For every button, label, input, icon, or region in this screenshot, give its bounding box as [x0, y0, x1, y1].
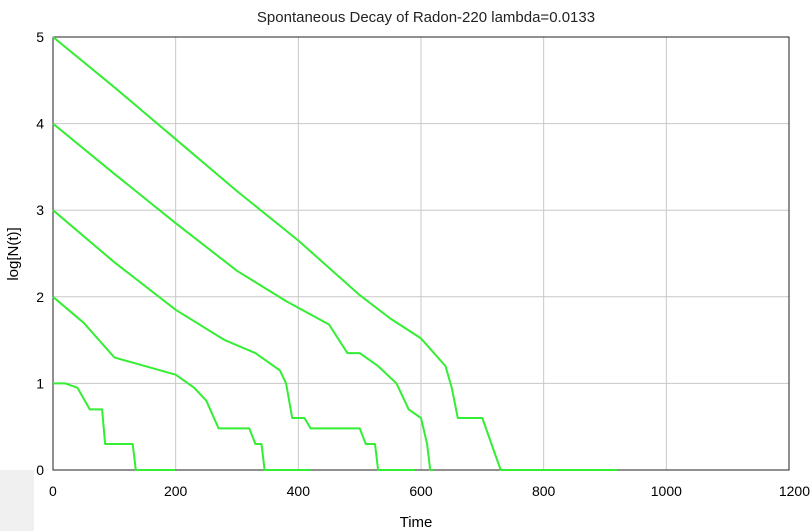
x-tick-label: 600 [409, 483, 433, 499]
y-tick-label: 4 [36, 116, 44, 132]
decay-series-line [52, 296, 311, 471]
grid-lines [52, 36, 790, 471]
plot-frame [52, 36, 790, 471]
background-strip [0, 470, 34, 531]
x-tick-label: 1200 [779, 483, 810, 499]
x-tick-labels: 0 200 400 600 800 1000 1200 [49, 483, 810, 499]
x-tick-label: 0 [49, 483, 57, 499]
x-axis-title: Time [400, 514, 433, 531]
y-tick-labels: 0 1 2 3 4 5 [36, 29, 44, 478]
y-tick-label: 2 [36, 289, 44, 305]
x-tick-label: 800 [532, 483, 556, 499]
x-tick-label: 1000 [651, 483, 682, 499]
y-tick-label: 3 [36, 202, 44, 218]
chart-title: Spontaneous Decay of Radon-220 lambda=0.… [257, 9, 595, 26]
y-axis-title: log[N(t)] [5, 227, 22, 280]
series-layer [52, 36, 618, 471]
y-tick-label: 1 [36, 375, 44, 391]
decay-series-line [52, 36, 618, 471]
decay-series-line [52, 209, 415, 471]
x-tick-label: 400 [287, 483, 311, 499]
y-tick-label: 0 [36, 462, 44, 478]
decay-series-line [52, 122, 434, 471]
decay-series-line [53, 382, 176, 471]
x-tick-label: 200 [164, 483, 188, 499]
y-tick-label: 5 [36, 29, 44, 45]
